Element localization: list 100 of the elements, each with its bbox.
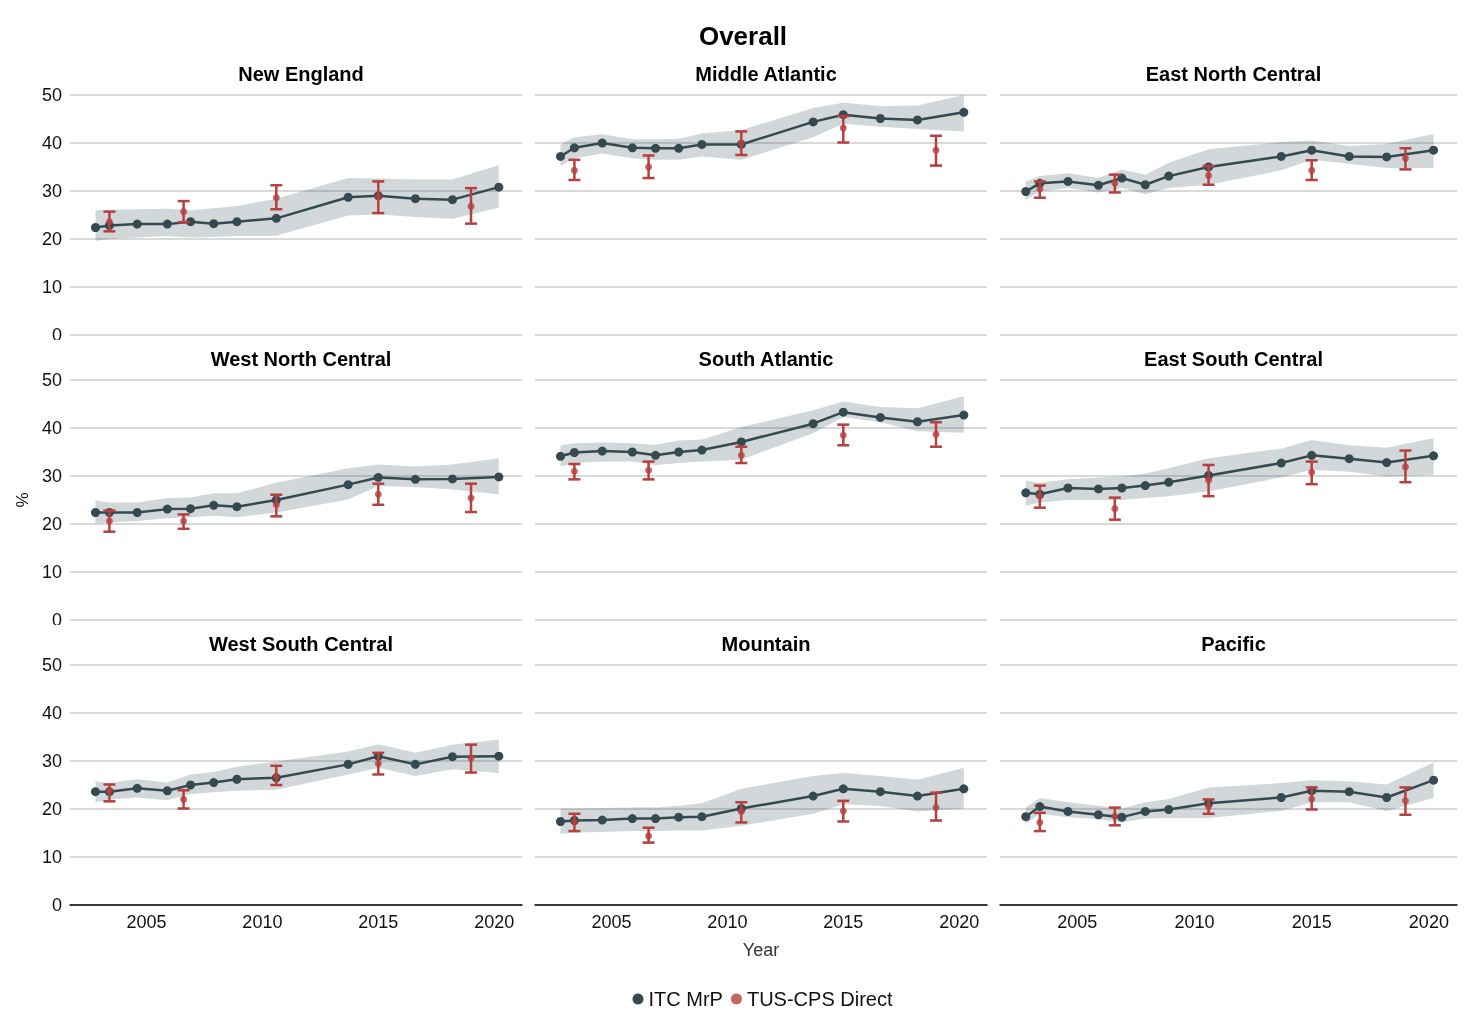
point — [674, 812, 684, 822]
point — [959, 784, 969, 794]
point — [91, 507, 100, 517]
point — [1276, 458, 1286, 468]
x-tick-label: 2010 — [242, 912, 283, 932]
point — [932, 804, 940, 812]
point — [1307, 450, 1317, 460]
chart-title: Mountain — [721, 633, 811, 655]
point — [1063, 483, 1073, 493]
point — [105, 218, 113, 226]
point — [180, 517, 188, 525]
point — [1140, 481, 1150, 491]
x-tick-label: 2015 — [358, 912, 399, 932]
point — [1276, 792, 1286, 802]
point — [1093, 180, 1103, 190]
point — [1429, 775, 1439, 785]
y-tick-label: 40 — [41, 418, 62, 438]
point — [1117, 812, 1127, 822]
y-tick-label: 40 — [41, 133, 62, 153]
point — [1382, 458, 1392, 468]
point — [1140, 806, 1150, 816]
point — [186, 504, 196, 514]
point — [645, 163, 653, 171]
chart-title: East South Central — [1144, 348, 1323, 370]
point — [808, 117, 818, 127]
point — [209, 500, 219, 510]
x-tick-label: 2010 — [1174, 912, 1215, 932]
point — [674, 447, 684, 457]
point — [912, 417, 922, 427]
point — [1429, 145, 1439, 155]
point — [91, 222, 100, 232]
point — [1093, 484, 1103, 494]
point — [839, 807, 847, 815]
point — [410, 474, 420, 484]
point — [556, 816, 565, 826]
point — [645, 832, 653, 840]
point — [105, 517, 113, 525]
point — [1308, 166, 1316, 174]
point — [597, 815, 607, 825]
point — [597, 138, 607, 148]
point — [1382, 792, 1392, 802]
point — [272, 194, 280, 202]
point — [1164, 171, 1174, 181]
y-tick-label: 20 — [41, 514, 62, 534]
point — [1205, 476, 1213, 484]
point — [271, 213, 281, 223]
point — [410, 759, 420, 769]
point — [132, 507, 142, 517]
point — [839, 124, 847, 132]
point — [1117, 483, 1127, 493]
x-tick-label: 2010 — [707, 912, 748, 932]
point — [875, 412, 885, 422]
point — [374, 490, 382, 498]
point — [1308, 795, 1316, 803]
point — [838, 407, 848, 417]
y-tick-label: 40 — [41, 703, 62, 723]
point — [1205, 803, 1213, 811]
point — [1276, 151, 1286, 161]
point — [467, 202, 475, 210]
point — [627, 143, 637, 153]
point — [1111, 179, 1119, 187]
point — [697, 139, 707, 149]
point — [180, 795, 188, 803]
x-tick-label: 2015 — [823, 912, 864, 932]
point — [570, 166, 578, 174]
point — [569, 447, 579, 457]
point — [645, 466, 653, 474]
point — [1344, 151, 1354, 161]
y-tick-label: 50 — [41, 85, 62, 105]
point — [132, 783, 142, 793]
point — [343, 759, 353, 769]
point — [839, 431, 847, 439]
point — [373, 472, 383, 482]
point — [374, 759, 382, 767]
point — [875, 787, 885, 797]
point — [232, 502, 242, 512]
point — [209, 219, 219, 229]
point — [180, 208, 188, 216]
point — [959, 410, 969, 420]
chart-title: West North Central — [210, 348, 392, 370]
y-axis-title: % — [13, 492, 33, 508]
y-tick-label: 10 — [41, 277, 62, 297]
y-tick-label: 20 — [41, 799, 62, 819]
x-tick-label: 2015 — [1291, 912, 1332, 932]
point — [1344, 454, 1354, 464]
point — [1117, 173, 1127, 183]
point — [808, 791, 818, 801]
point — [1036, 185, 1044, 193]
point — [737, 451, 745, 459]
point — [1308, 468, 1316, 476]
point — [494, 472, 504, 482]
point — [1111, 812, 1119, 820]
x-tick-label: 2005 — [126, 912, 167, 932]
point — [343, 480, 353, 490]
point — [132, 219, 142, 229]
x-tick-label: 2020 — [939, 912, 980, 932]
point — [1205, 172, 1213, 180]
y-tick-label: 10 — [41, 847, 62, 867]
point — [556, 151, 565, 161]
point — [410, 194, 420, 204]
